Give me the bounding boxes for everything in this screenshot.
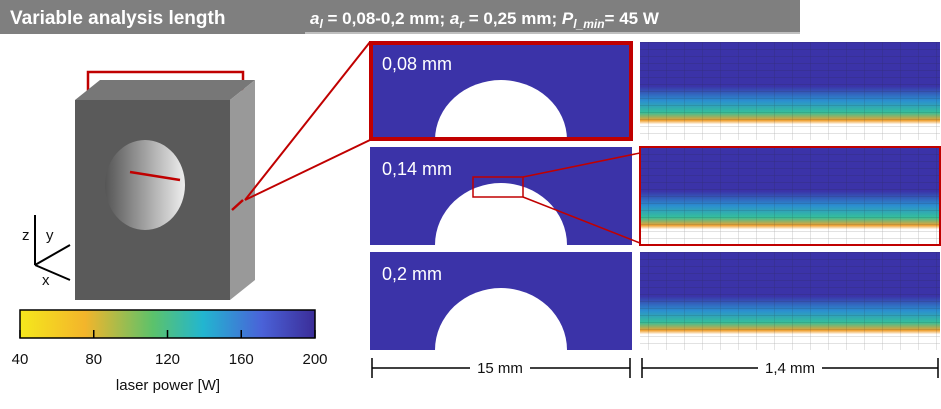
header-formula: al = 0,08-0,2 mm; ar = 0,25 mm; Pl_min= … [310,9,660,31]
formula-sub: l_min [573,17,604,31]
formula-text: = 45 W [605,9,660,28]
formula-var: a [310,9,319,28]
figure: Variable analysis length al = 0,08-0,2 m… [0,0,941,404]
formula-text: = 0,25 mm; [464,9,562,28]
formula-var: a [450,9,459,28]
axis-y: y [46,227,54,244]
colorbar-tick-label: 120 [155,351,180,368]
mesh-grid [640,252,940,350]
colorbar-tick-label: 80 [85,351,102,368]
panel-label: 0,2 mm [382,264,442,284]
axis-x: x [42,272,50,289]
block [75,72,255,300]
formula-text: = 0,08-0,2 mm; [323,9,450,28]
scale-right: 1,4 mm [765,360,815,377]
panel-label: 0,08 mm [382,54,452,74]
colorbar-tick-label: 40 [12,351,29,368]
mesh-grid [640,42,940,140]
colorbar-label: laser power [W] [116,377,220,394]
scale-left: 15 mm [477,360,523,377]
panel-label: 0,14 mm [382,159,452,179]
formula-var: P [562,9,574,28]
colorbar-tick-label: 160 [229,351,254,368]
mesh-grid [640,147,940,245]
page: {"header":{"title":"Variable analysis le… [0,0,941,404]
colorbar-tick-label: 200 [302,351,327,368]
axes [35,215,70,280]
header-title: Variable analysis length [10,8,225,29]
axis-z: z [22,227,30,244]
scale-bars [372,358,938,378]
